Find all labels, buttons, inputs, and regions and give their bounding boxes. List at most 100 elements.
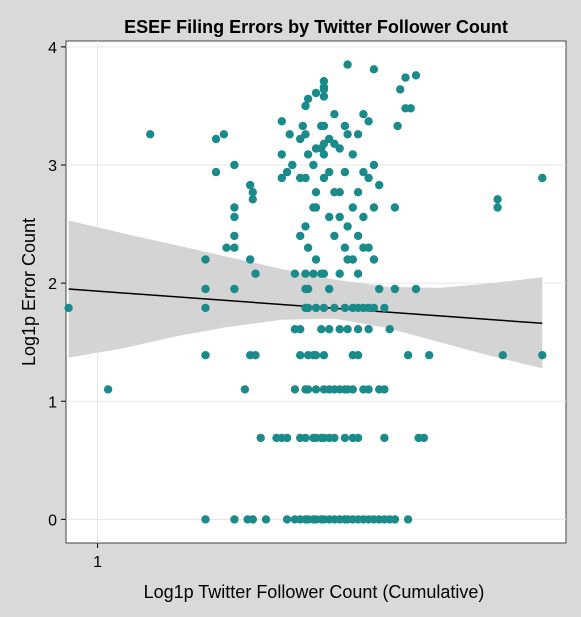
data-point-80	[311, 203, 321, 212]
data-point-137	[343, 60, 352, 69]
data-point-135	[340, 433, 350, 443]
data-point-159	[353, 433, 363, 443]
data-point-199	[403, 515, 413, 524]
y-axis-label: Log1p Error Count	[19, 218, 39, 366]
data-point-111	[325, 325, 334, 334]
data-point-40	[288, 160, 297, 170]
data-point-36	[282, 167, 292, 177]
data-point-32	[277, 117, 286, 126]
data-point-145	[348, 203, 357, 212]
data-point-210	[538, 351, 547, 360]
data-point-99	[319, 150, 329, 159]
data-point-27	[251, 269, 260, 278]
data-point-206	[493, 195, 502, 204]
data-point-12	[230, 160, 239, 170]
data-point-189	[385, 325, 394, 334]
data-point-182	[375, 284, 384, 294]
data-point-66	[303, 284, 313, 294]
data-point-6	[201, 351, 210, 360]
y-tick-label-2: 2	[48, 276, 57, 293]
data-point-194	[393, 121, 402, 131]
confidence-band-group	[68, 220, 543, 369]
data-point-185	[380, 303, 389, 313]
data-point-9	[211, 167, 221, 177]
data-point-139	[343, 222, 352, 231]
data-point-208	[498, 351, 507, 360]
data-point-4	[201, 284, 210, 294]
data-point-82	[311, 303, 321, 313]
data-point-198	[403, 351, 413, 360]
data-point-187	[380, 433, 389, 443]
data-point-19	[240, 385, 250, 394]
data-point-108	[325, 167, 334, 177]
data-point-8	[211, 134, 221, 144]
data-point-61	[301, 433, 310, 443]
y-tick-label-0: 0	[48, 512, 57, 529]
data-point-123	[335, 144, 344, 153]
data-points	[64, 60, 547, 524]
data-point-63	[303, 94, 313, 104]
chart-title: ESEF Filing Errors by Twitter Follower C…	[124, 17, 508, 37]
data-point-179	[369, 303, 379, 313]
data-point-64	[303, 150, 313, 159]
y-tick-label-1: 1	[48, 394, 57, 411]
data-point-0	[64, 303, 73, 313]
data-point-34	[277, 173, 286, 183]
data-point-201	[411, 71, 421, 80]
data-point-157	[353, 325, 363, 334]
data-point-95	[319, 85, 329, 94]
data-point-33	[277, 150, 286, 159]
data-point-5	[201, 303, 210, 313]
data-point-175	[369, 65, 379, 74]
data-point-57	[301, 269, 310, 278]
data-point-2	[146, 130, 155, 139]
data-point-24	[248, 188, 257, 197]
data-point-10	[219, 130, 229, 139]
data-point-153	[353, 188, 363, 197]
data-point-168	[364, 117, 373, 126]
data-point-28	[251, 351, 260, 360]
data-point-55	[301, 173, 310, 183]
data-point-81	[311, 255, 321, 264]
data-point-200	[406, 104, 415, 113]
data-point-130	[340, 121, 350, 131]
data-point-193	[390, 515, 400, 524]
data-point-39	[285, 130, 294, 139]
data-point-30	[261, 515, 271, 524]
data-point-191	[390, 203, 400, 212]
data-point-209	[538, 173, 547, 183]
data-point-100	[319, 173, 329, 183]
data-point-3	[201, 255, 210, 264]
data-point-67	[303, 303, 313, 313]
data-point-54	[301, 130, 310, 139]
confidence-band	[68, 220, 543, 369]
data-point-29	[256, 433, 265, 443]
data-point-17	[230, 284, 239, 294]
x-axis-ticks: 1	[93, 543, 102, 571]
data-point-26	[248, 515, 257, 524]
data-point-47	[296, 231, 305, 241]
data-point-141	[343, 325, 352, 334]
data-point-37	[282, 433, 292, 443]
data-point-197	[401, 73, 410, 82]
data-point-158	[353, 351, 363, 360]
data-point-121	[330, 433, 339, 443]
data-point-102	[319, 303, 329, 313]
data-point-15	[230, 231, 239, 241]
data-point-205	[425, 351, 434, 360]
data-point-41	[290, 269, 300, 278]
data-point-155	[353, 269, 363, 278]
data-point-195	[396, 85, 405, 94]
data-point-178	[369, 255, 379, 264]
data-point-53	[301, 101, 310, 111]
data-point-177	[369, 203, 379, 212]
data-point-103	[319, 351, 329, 360]
y-tick-label-3: 3	[48, 158, 57, 175]
data-point-1	[103, 385, 113, 394]
data-point-192	[390, 284, 400, 294]
y-axis-ticks: 0 1 2 3 4	[48, 40, 66, 529]
data-point-170	[364, 243, 373, 252]
data-point-69	[303, 385, 313, 394]
y-tick-label-4: 4	[48, 40, 57, 57]
data-point-124	[335, 188, 344, 197]
